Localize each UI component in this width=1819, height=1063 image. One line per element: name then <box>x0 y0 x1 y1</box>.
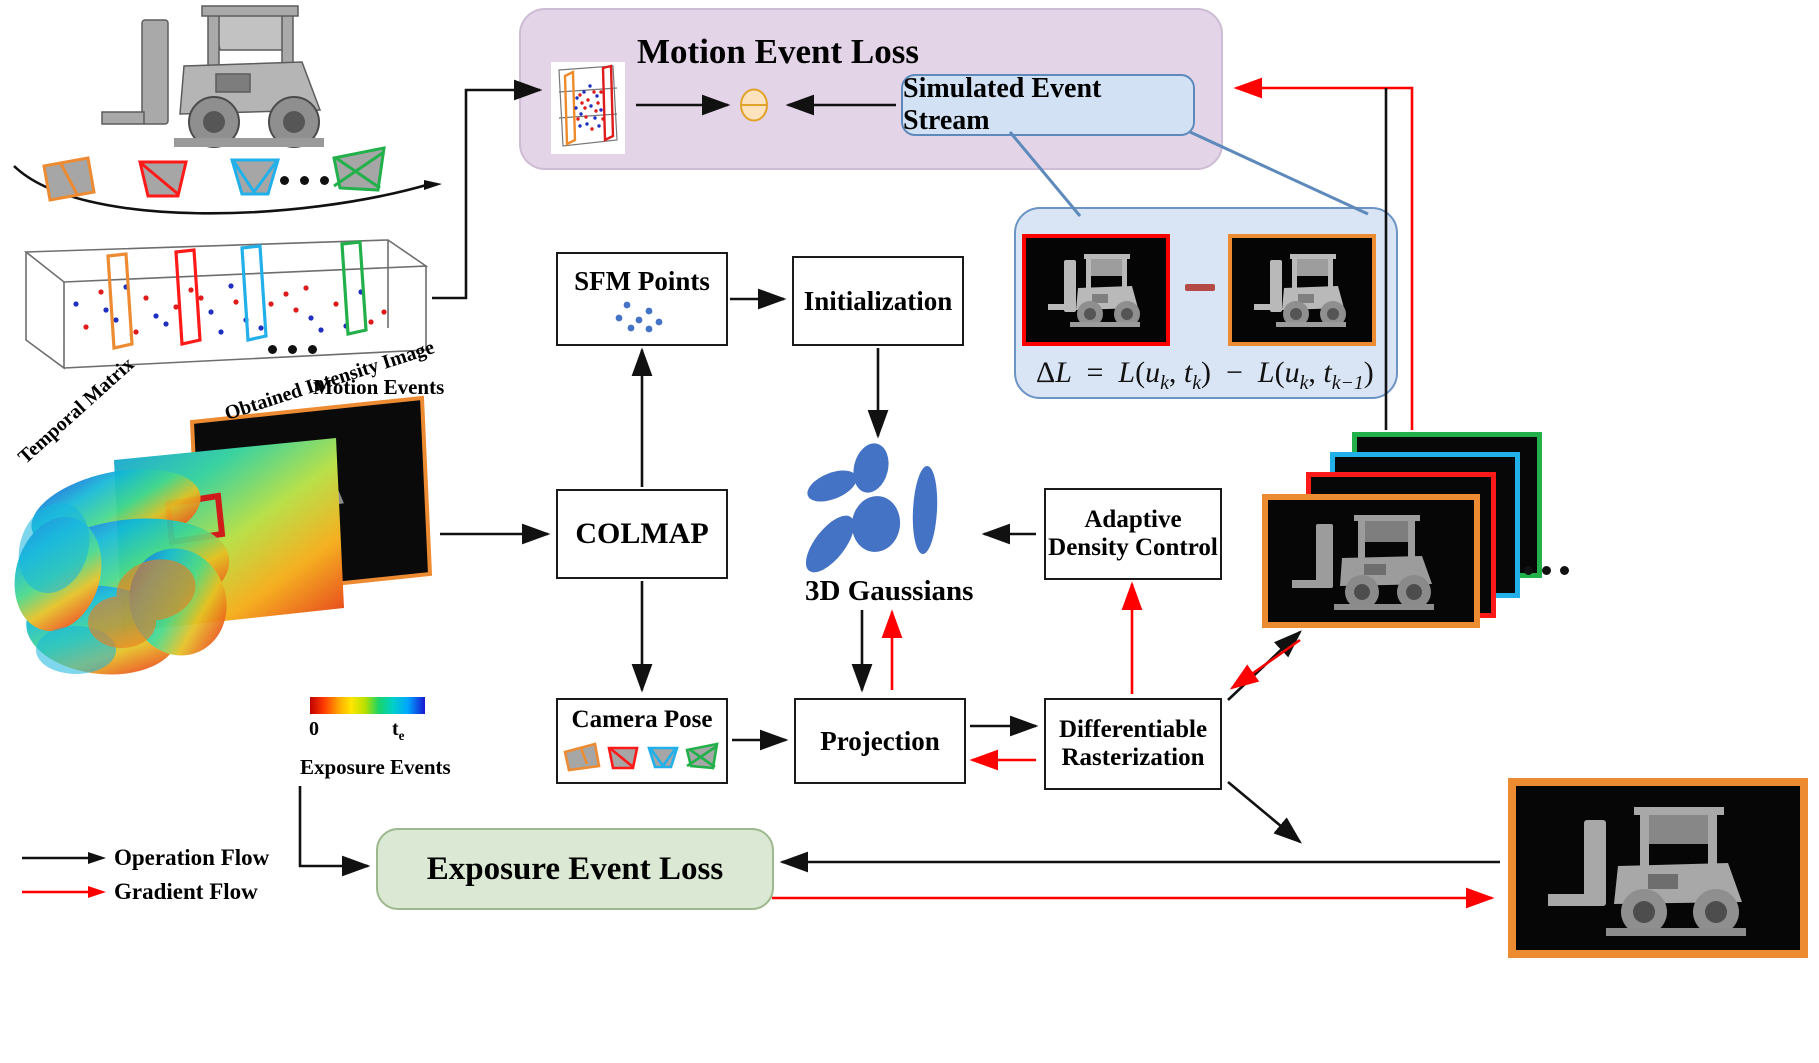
sfm-points-box[interactable]: SFM Points <box>556 252 728 346</box>
colmap-label: COLMAP <box>575 517 709 551</box>
forklift-frame-tk <box>1022 234 1170 346</box>
forklift-frame-tk-1 <box>1228 234 1376 346</box>
exposure-event-loss-panel[interactable]: Exposure Event Loss <box>376 828 774 910</box>
simulated-event-stream-chip[interactable]: Simulated Event Stream <box>901 73 1195 136</box>
adaptive-density-control-line2: Density Control <box>1048 534 1218 561</box>
camera-trajectory-arc <box>13 146 442 215</box>
gt-rendered-frame <box>1508 778 1808 958</box>
colorbar-max-subscript: e <box>398 728 405 743</box>
rendered-frame-stack-orange <box>1262 494 1480 628</box>
motion-events-voxel-cube <box>16 232 436 372</box>
frame-stack-ellipsis <box>1524 566 1569 575</box>
event-generation-formula: ΔL = L(uk, tk) − L(uk, tk−1) <box>1036 356 1374 394</box>
image-difference-minus-icon <box>1185 284 1215 291</box>
colorbar-max-symbol: t <box>392 718 399 740</box>
differentiable-rasterization-line1: Differentiable <box>1058 716 1208 743</box>
adaptive-density-control-line1: Adaptive <box>1084 506 1182 533</box>
3d-gaussians-illustration <box>800 440 970 580</box>
colmap-box[interactable]: COLMAP <box>556 489 728 579</box>
3d-gaussians-label: 3D Gaussians <box>805 575 974 607</box>
legend-operation-flow-label: Operation Flow <box>114 845 270 870</box>
camera-pose-frustums-icon <box>563 742 719 772</box>
trajectory-ellipsis <box>280 176 329 185</box>
exposure-events-caption: Exposure Events <box>300 755 451 779</box>
motion-events-ellipsis <box>268 345 317 354</box>
colorbar-min-label: 0 <box>309 718 319 740</box>
projection-box[interactable]: Projection <box>794 698 966 784</box>
forklift-object-photo <box>96 4 346 154</box>
adaptive-density-control-box[interactable]: Adaptive Density Control <box>1044 488 1222 580</box>
exposure-colorbar <box>310 697 425 714</box>
temporal-matrix-pointcloud <box>6 452 306 692</box>
compare-minus-operator-icon <box>737 88 771 122</box>
camera-pose-label: Camera Pose <box>571 706 713 733</box>
legend-arrow-icons <box>22 852 106 898</box>
projection-label: Projection <box>820 725 940 756</box>
camera-pose-box[interactable]: Camera Pose <box>556 698 728 784</box>
sfm-points-dots-icon <box>615 301 663 333</box>
motion-event-voxel-thumbnail <box>551 62 625 154</box>
differentiable-rasterization-line2: Rasterization <box>1061 744 1205 771</box>
initialization-box[interactable]: Initialization <box>792 256 964 346</box>
sfm-points-label: SFM Points <box>574 265 710 296</box>
legend-gradient-flow-label: Gradient Flow <box>114 879 258 904</box>
differentiable-rasterization-box[interactable]: Differentiable Rasterization <box>1044 698 1222 790</box>
motion-event-loss-title: Motion Event Loss <box>637 32 919 71</box>
initialization-label: Initialization <box>803 285 953 316</box>
motion-events-caption: Motion Events <box>313 375 445 399</box>
colorbar-max-label: te <box>392 718 405 744</box>
